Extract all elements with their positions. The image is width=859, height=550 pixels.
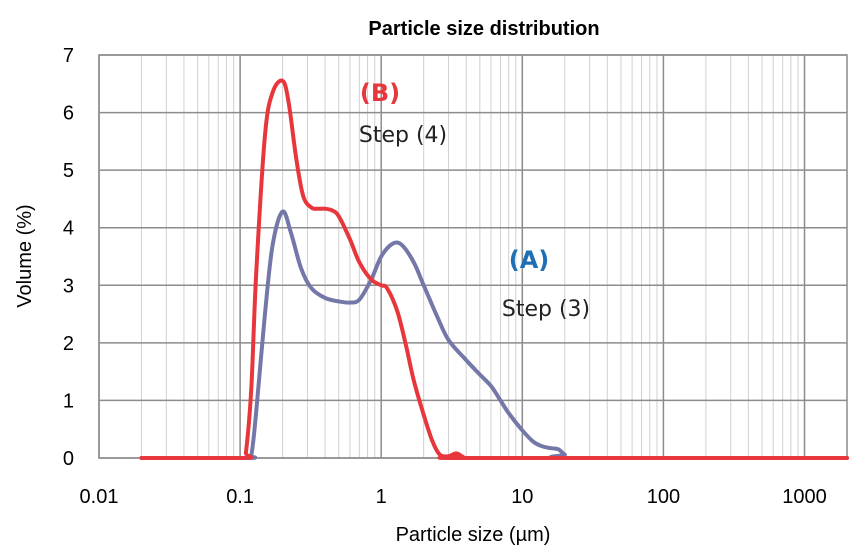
x-tick-label: 100 — [647, 486, 680, 508]
x-tick-label: 10 — [511, 486, 533, 508]
x-tick-label: 0.1 — [226, 486, 254, 508]
series-line-b — [139, 78, 849, 461]
major-grid — [98, 54, 847, 459]
x-axis-label: Particle size (µm) — [396, 524, 551, 546]
y-tick-label: 1 — [63, 390, 74, 412]
plot-area-frame — [98, 54, 848, 459]
annotation-a-step: Step (3) — [502, 297, 590, 322]
y-tick-label: 4 — [63, 218, 74, 240]
y-axis-ticks: 0 1 2 3 4 5 6 7 — [63, 45, 74, 470]
x-tick-label: 1 — [376, 486, 387, 508]
y-axis-label: Volume (%) — [14, 204, 36, 307]
x-tick-label: 1000 — [782, 486, 827, 508]
y-tick-label: 3 — [63, 275, 74, 297]
y-tick-label: 5 — [63, 160, 74, 182]
chart-title: Particle size distribution — [368, 18, 599, 40]
x-axis-ticks: 0.01 0.1 1 10 100 1000 — [80, 486, 827, 508]
y-tick-label: 2 — [63, 333, 74, 355]
minor-grid — [140, 55, 848, 458]
x-tick-label: 0.01 — [80, 486, 119, 508]
y-tick-label: 0 — [63, 448, 74, 470]
y-tick-label: 6 — [63, 103, 74, 125]
y-tick-label: 7 — [63, 45, 74, 67]
series-layer — [139, 78, 849, 461]
annotation-b-step: Step (4) — [359, 123, 447, 148]
series-line-a — [139, 209, 849, 461]
annotation-a-label: (A) — [509, 246, 550, 274]
annotation-b-label: (B) — [360, 79, 400, 107]
